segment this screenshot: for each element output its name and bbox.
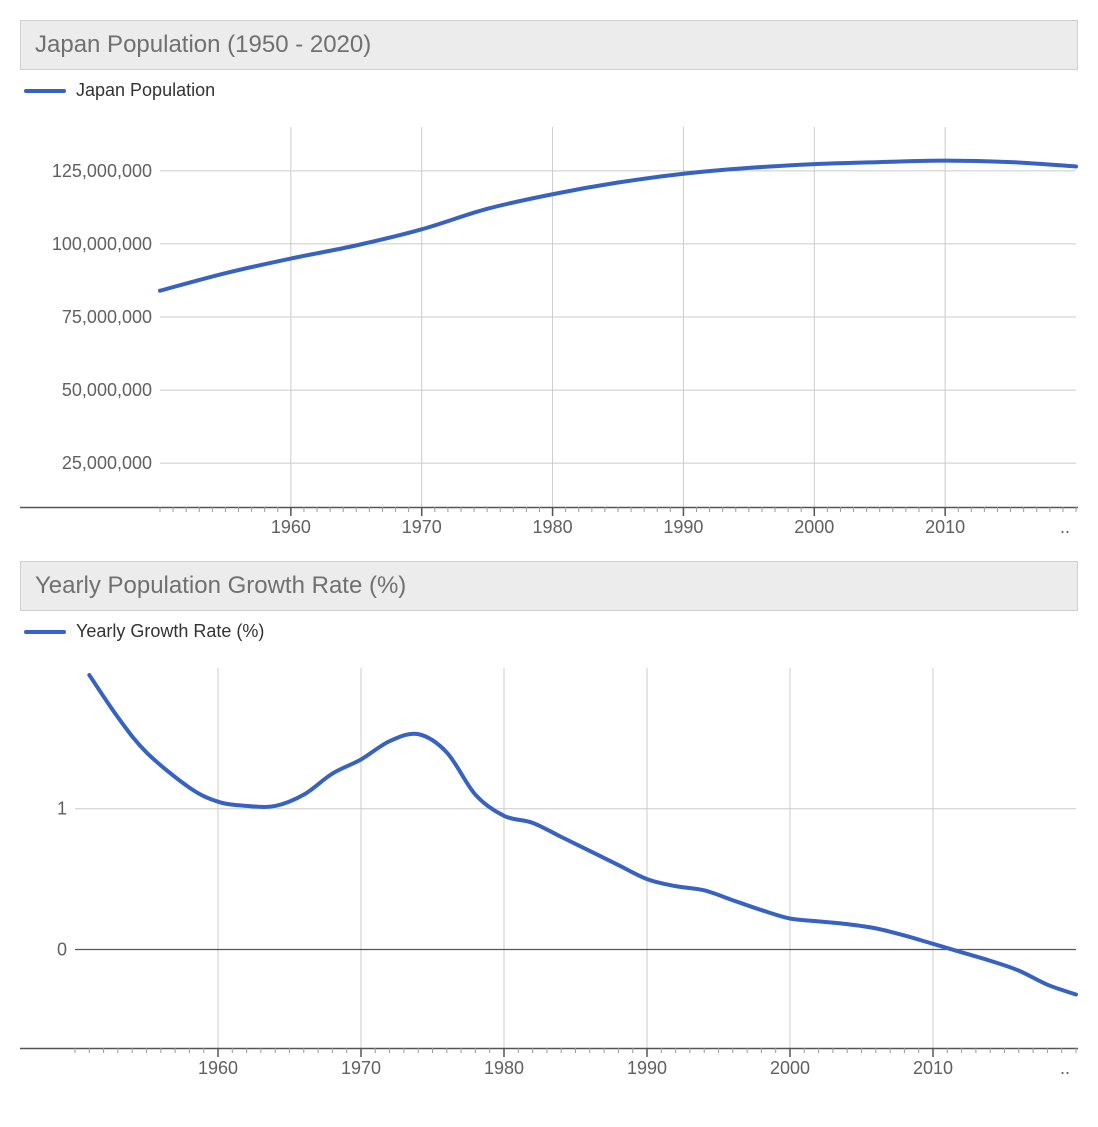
legend-label: Japan Population [76, 80, 215, 101]
svg-text:1980: 1980 [484, 1058, 524, 1078]
chart-svg: 25,000,000 50,000,000 75,000,000 100,000,00… [20, 107, 1078, 537]
svg-text:100,000,000: 100,000,000 [52, 234, 152, 254]
chart-title: Japan Population (1950 - 2020) [20, 20, 1078, 70]
plot-area: 0 1 1960 1970 1980 1990 2000 2010.. [20, 648, 1078, 1078]
svg-text:1970: 1970 [402, 517, 442, 537]
growth-rate-chart: Yearly Population Growth Rate (%) Yearly… [20, 561, 1078, 1078]
svg-text:75,000,000: 75,000,000 [62, 307, 152, 327]
svg-text:2010: 2010 [913, 1058, 953, 1078]
population-chart: Japan Population (1950 - 2020) Japan Pop… [20, 20, 1078, 537]
svg-text:1980: 1980 [533, 517, 573, 537]
svg-text:2010: 2010 [925, 517, 965, 537]
svg-text:1970: 1970 [341, 1058, 381, 1078]
plot-area: 25,000,000 50,000,000 75,000,000 100,000,00… [20, 107, 1078, 537]
svg-text:125,000,000: 125,000,000 [52, 161, 152, 181]
svg-text:..: .. [1060, 1058, 1070, 1078]
chart-legend: Yearly Growth Rate (%) [20, 611, 1078, 648]
chart-title: Yearly Population Growth Rate (%) [20, 561, 1078, 611]
legend-label: Yearly Growth Rate (%) [76, 621, 264, 642]
legend-swatch [24, 89, 66, 93]
svg-text:1990: 1990 [663, 517, 703, 537]
chart-legend: Japan Population [20, 70, 1078, 107]
legend-swatch [24, 630, 66, 634]
chart-svg: 0 1 1960 1970 1980 1990 2000 2010.. [20, 648, 1078, 1078]
svg-text:..: .. [1060, 517, 1070, 537]
svg-text:2000: 2000 [770, 1058, 810, 1078]
svg-text:1: 1 [57, 799, 67, 819]
svg-text:1990: 1990 [627, 1058, 667, 1078]
svg-text:50,000,000: 50,000,000 [62, 380, 152, 400]
svg-text:0: 0 [57, 939, 67, 959]
svg-text:2000: 2000 [794, 517, 834, 537]
svg-text:25,000,000: 25,000,000 [62, 453, 152, 473]
svg-text:1960: 1960 [198, 1058, 238, 1078]
svg-text:1960: 1960 [271, 517, 311, 537]
